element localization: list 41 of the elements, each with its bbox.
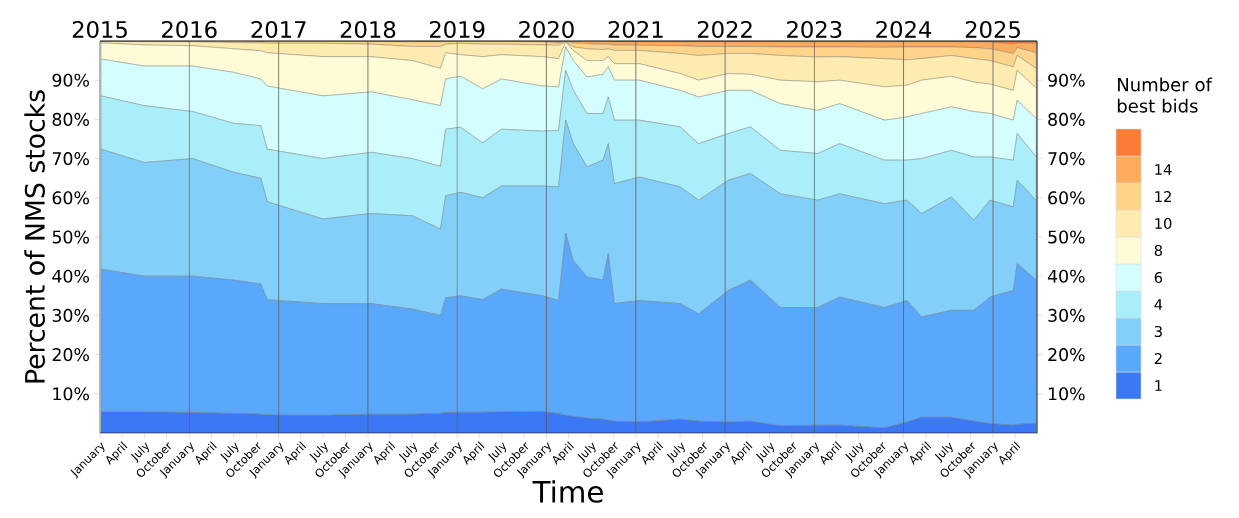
y2-tick-label: 80% bbox=[1048, 112, 1085, 126]
legend-label: 8 bbox=[1154, 244, 1163, 257]
y-axis-title: Percent of NMS stocks bbox=[24, 90, 45, 383]
y2-tick-label: 50% bbox=[1048, 230, 1085, 244]
legend-label: 12 bbox=[1155, 191, 1171, 202]
x2-tick-label: 2025 bbox=[965, 20, 1020, 39]
legend-label: 14 bbox=[1155, 164, 1172, 175]
x2-tick-label: 2016 bbox=[162, 20, 217, 39]
x2-tick-label: 2018 bbox=[340, 20, 396, 39]
y2-tick-label: 90% bbox=[1048, 73, 1085, 87]
x-axis-title: Time bbox=[532, 480, 603, 503]
y-tick-label: 20% bbox=[52, 348, 89, 362]
legend-title: Number of best bids bbox=[1117, 77, 1213, 113]
x2-tick-label: 2021 bbox=[608, 20, 663, 39]
x2-tick-label: 2022 bbox=[697, 20, 752, 39]
y-tick-label: 40% bbox=[52, 269, 89, 283]
legend-label: 6 bbox=[1154, 271, 1163, 284]
x2-tick-label: 2020 bbox=[519, 20, 574, 39]
y-tick-label: 10% bbox=[53, 387, 89, 401]
x2-tick-label: 2024 bbox=[876, 20, 932, 39]
y2-tick-label: 40% bbox=[1047, 269, 1085, 283]
y-tick-label: 30% bbox=[52, 308, 89, 322]
x2-tick-label: 2017 bbox=[251, 20, 306, 39]
legend-label: 3 bbox=[1154, 325, 1162, 338]
legend-label: 4 bbox=[1154, 299, 1163, 310]
y-tick-label: 60% bbox=[52, 191, 89, 205]
y2-tick-label: 70% bbox=[1048, 152, 1085, 166]
legend-label: 1 bbox=[1155, 380, 1162, 391]
text: 2 bbox=[1154, 353, 1162, 364]
y-tick-label: 50% bbox=[52, 230, 89, 244]
y2-tick-label: 10% bbox=[1048, 387, 1085, 401]
y2-tick-label: 60% bbox=[1048, 191, 1085, 205]
y2-tick-label: 20% bbox=[1048, 348, 1085, 362]
x2-tick-label: 2023 bbox=[787, 20, 842, 39]
y-tick-label: 70% bbox=[52, 152, 89, 166]
x2-tick-label: 2019 bbox=[429, 20, 485, 39]
legend-label: 10 bbox=[1155, 217, 1172, 230]
y2-tick-label: 30% bbox=[1048, 308, 1085, 322]
y-tick-label: 80% bbox=[52, 112, 89, 126]
y-tick-label: 90% bbox=[52, 73, 89, 87]
x2-tick-label: 2015 bbox=[72, 20, 127, 39]
